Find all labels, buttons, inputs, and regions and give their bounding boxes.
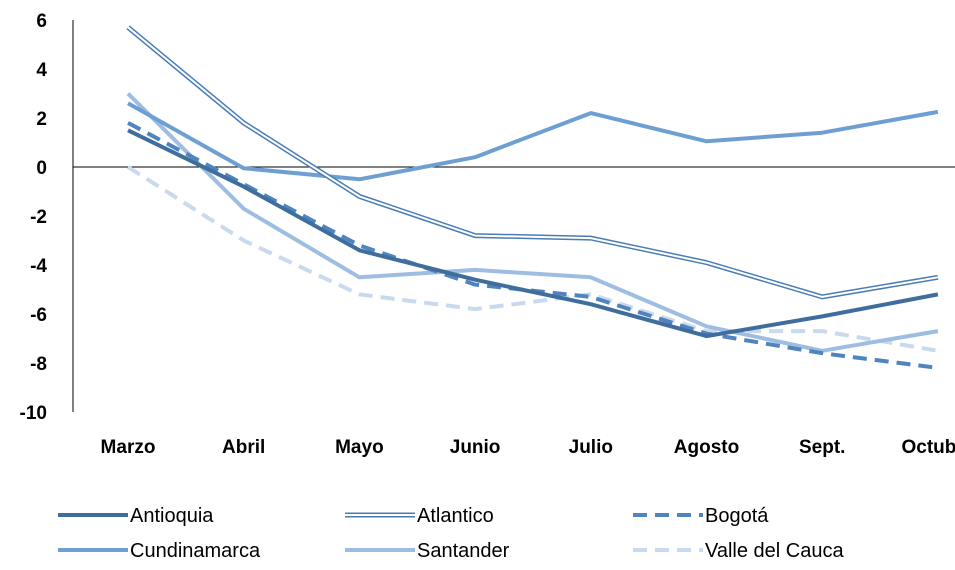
y-tick-label: 4: [36, 60, 47, 81]
x-tick-label: Junio: [450, 437, 501, 458]
legend-label: Santander: [417, 540, 510, 562]
legend-label: Bogotá: [705, 505, 769, 527]
y-tick-labels: 6 4 2 0 -2 -4 -6 -8 -10: [20, 11, 48, 424]
legend-label: Cundinamarca: [130, 540, 261, 562]
legend-item-cundinamarca: Cundinamarca: [58, 540, 261, 562]
axes: [72, 20, 955, 412]
x-tick-label: Octubre: [901, 437, 955, 458]
series-lines: [126, 25, 939, 370]
legend-item-santander: Santander: [345, 540, 510, 562]
legend-label: Valle del Cauca: [705, 540, 844, 562]
y-tick-label: -2: [30, 207, 47, 228]
series-line-inner: [127, 26, 939, 298]
x-tick-labels: Marzo Abril Mayo Junio Julio Agosto Sept. Octub…: [101, 437, 955, 458]
series-line-valle-del-cauca: [126, 165, 939, 353]
series-polyline: [126, 92, 939, 353]
series-polyline: [127, 101, 939, 182]
series-line-atlantico: [126, 25, 939, 300]
x-tick-label: Mayo: [335, 437, 384, 458]
x-tick-label: Abril: [222, 437, 265, 458]
series-line-antioquia: [127, 128, 939, 339]
series-line-cundinamarca: [127, 101, 939, 182]
legend-item-bogot: Bogotá: [633, 505, 769, 527]
series-line-santander: [126, 92, 939, 353]
legend-item-atlantico: Atlantico: [345, 505, 494, 527]
y-tick-label: 6: [36, 11, 47, 32]
y-tick-label: -4: [30, 256, 47, 277]
x-tick-label: Sept.: [799, 437, 845, 458]
x-tick-label: Agosto: [674, 437, 739, 458]
legend-label: Atlantico: [417, 505, 494, 527]
legend: Antioquia Atlantico Bogotá Cundinamarca Sant…: [58, 505, 844, 562]
x-tick-label: Julio: [569, 437, 613, 458]
series-polyline: [126, 165, 939, 353]
legend-item-antioquia: Antioquia: [58, 505, 214, 527]
legend-label: Antioquia: [130, 505, 214, 527]
y-tick-label: 2: [36, 109, 47, 130]
x-tick-label: Marzo: [101, 437, 156, 458]
y-tick-label: -6: [30, 305, 47, 326]
y-tick-label: -8: [30, 354, 47, 375]
y-tick-label: 0: [36, 158, 47, 179]
y-tick-label: -10: [20, 403, 47, 424]
series-line-outer: [126, 25, 939, 300]
series-polyline: [127, 128, 939, 339]
legend-item-valle-del-cauca: Valle del Cauca: [633, 540, 844, 562]
